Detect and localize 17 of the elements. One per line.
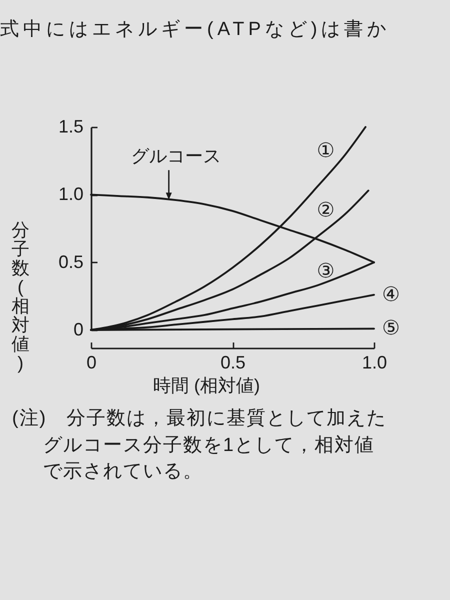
series-label: ④ [382,284,400,306]
series-label: ③ [316,260,335,283]
annotation: グルコース [130,146,221,166]
y-tick-label: 0 [73,320,84,340]
x-tick-label: 1.0 [362,352,388,372]
x-tick-label: 0.5 [220,352,246,372]
text: 式中にはエネルギー(ATPなど)は書か [0,18,390,42]
text: (注) 分子数は，最初に基質として加えたグルコース分子数を1として，相対値で示されている。 [12,407,388,484]
series-label: ① [316,140,335,162]
x-tick-label: 0 [86,352,97,372]
series-label: ⑤ [382,318,400,340]
y-tick-label: 1.5 [58,116,84,136]
x-axis-title: 時間 (相対値) [153,376,260,396]
series-label: ② [316,200,335,222]
y-tick-label: 0.5 [58,252,84,272]
y-tick-label: 1.0 [58,184,84,204]
y-axis-title: 分子数 (相対値) [12,220,30,373]
